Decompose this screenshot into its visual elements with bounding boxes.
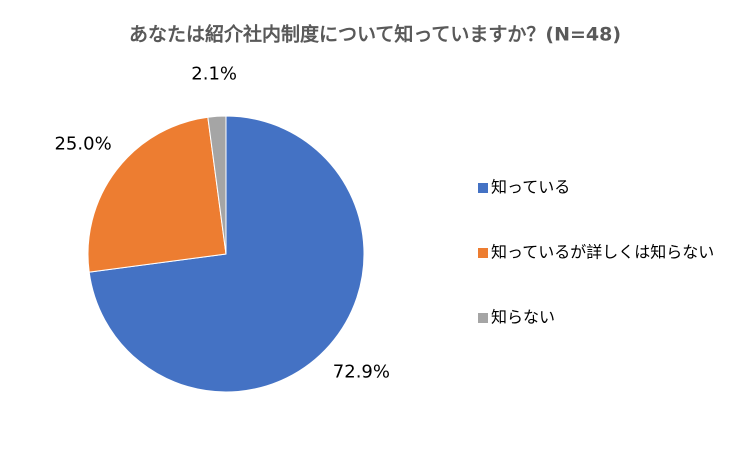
legend-label: 知らない <box>491 308 555 327</box>
pie-slice <box>207 115 227 255</box>
chart-title: あなたは紹介社内制度について知っていますか？(N=48) <box>129 23 621 46</box>
legend-swatch <box>478 183 488 193</box>
data-label: 25.0% <box>54 134 111 155</box>
pie-slice <box>87 116 227 273</box>
legend-label: 知っている <box>491 178 570 197</box>
legend-swatch <box>478 248 488 258</box>
pie-slice <box>88 115 365 393</box>
legend-label: 知っているが詳しくは知らない <box>491 243 714 262</box>
legend-swatch <box>478 313 488 323</box>
data-label: 72.9% <box>333 362 390 383</box>
data-label: 2.1% <box>191 63 237 84</box>
